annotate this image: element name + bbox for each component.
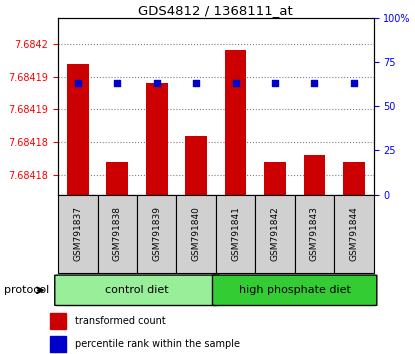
Bar xyxy=(67,64,89,195)
Text: GSM791838: GSM791838 xyxy=(113,206,122,261)
Bar xyxy=(303,155,325,195)
Text: GSM791842: GSM791842 xyxy=(271,206,279,261)
Point xyxy=(75,80,81,86)
Text: GSM791843: GSM791843 xyxy=(310,206,319,261)
Bar xyxy=(50,313,66,329)
Point xyxy=(272,80,278,86)
Bar xyxy=(137,195,176,273)
Bar xyxy=(264,162,286,195)
Text: control diet: control diet xyxy=(105,285,169,295)
Bar xyxy=(106,162,128,195)
FancyBboxPatch shape xyxy=(212,275,377,306)
Point xyxy=(154,80,160,86)
Text: percentile rank within the sample: percentile rank within the sample xyxy=(75,339,240,349)
Bar xyxy=(216,195,255,273)
Point xyxy=(193,80,200,86)
Bar xyxy=(146,83,168,195)
Title: GDS4812 / 1368111_at: GDS4812 / 1368111_at xyxy=(139,4,293,17)
Text: GSM791841: GSM791841 xyxy=(231,206,240,261)
Bar xyxy=(185,136,207,195)
Point xyxy=(311,80,318,86)
Text: GSM791837: GSM791837 xyxy=(73,206,82,261)
FancyBboxPatch shape xyxy=(55,275,219,306)
Text: protocol: protocol xyxy=(4,285,49,295)
Bar xyxy=(58,195,98,273)
Point xyxy=(114,80,121,86)
Bar xyxy=(334,195,374,273)
Text: GSM791839: GSM791839 xyxy=(152,206,161,261)
Bar xyxy=(343,162,365,195)
Point xyxy=(350,80,357,86)
Text: GSM791840: GSM791840 xyxy=(192,206,200,261)
Bar xyxy=(176,195,216,273)
Text: transformed count: transformed count xyxy=(75,316,166,326)
Bar xyxy=(255,195,295,273)
Bar xyxy=(98,195,137,273)
Point xyxy=(232,80,239,86)
Bar xyxy=(50,336,66,352)
Bar xyxy=(225,51,247,195)
Text: GSM791844: GSM791844 xyxy=(349,206,358,261)
Text: high phosphate diet: high phosphate diet xyxy=(239,285,351,295)
Bar xyxy=(295,195,334,273)
